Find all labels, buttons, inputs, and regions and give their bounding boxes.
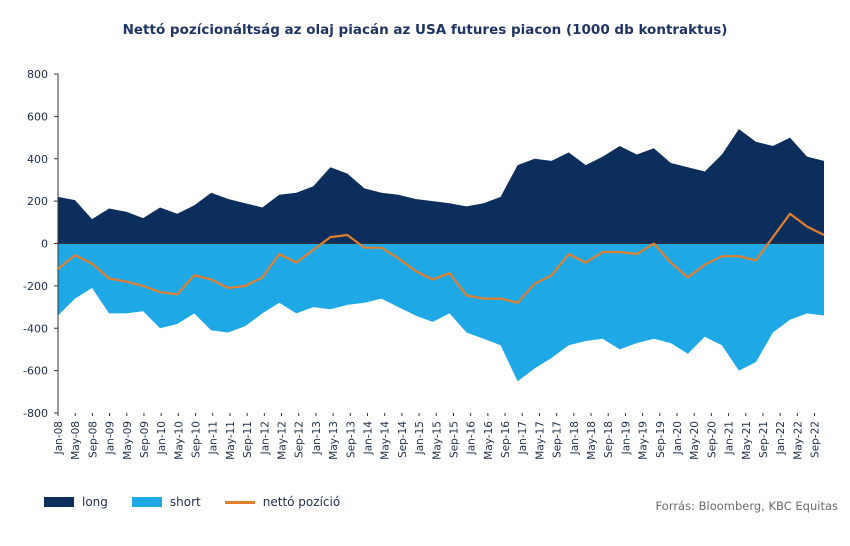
legend: long short nettó pozíció (44, 495, 364, 509)
x-tick-label: Jan-13 (311, 421, 323, 455)
x-tick-label: May-19 (638, 421, 650, 460)
x-tick-label: May-20 (689, 421, 701, 460)
legend-item-long: long (44, 495, 108, 509)
axes (57, 74, 824, 413)
y-tick-label: -600 (23, 365, 48, 378)
legend-label-net: nettó pozíció (262, 495, 341, 509)
x-tick-label: Jan-15 (414, 421, 426, 455)
y-axis-ticks: -800 -600 -400 -200 0 200 400 600 800 (23, 68, 58, 420)
legend-swatch-net (224, 500, 255, 504)
x-tick-label: Sep-08 (87, 421, 99, 458)
x-tick-label: May-12 (277, 421, 289, 460)
x-tick-label: Jan-10 (156, 421, 168, 455)
legend-item-short: short (131, 495, 201, 509)
x-tick-label: Jan-18 (569, 421, 581, 455)
chart-title: Nettó pozícionáltság az olaj piacán az U… (122, 22, 728, 38)
x-tick-label: Sep-20 (706, 421, 718, 458)
x-tick-label: Jan-16 (466, 421, 478, 456)
x-axis-ticks: Jan-08 May-08 Sep-08 Jan-09 May-09 Sep-09 Jan-… (53, 413, 822, 460)
x-tick-label: Sep-18 (603, 421, 615, 458)
x-tick-label: Jan-17 (517, 421, 529, 455)
series-area-long (58, 129, 824, 244)
legend-item-net: nettó pozíció (224, 495, 341, 509)
x-tick-label: Jan-14 (362, 421, 374, 456)
y-tick-label: -400 (23, 322, 48, 335)
series-area-short (58, 243, 824, 382)
x-tick-label: May-22 (792, 421, 804, 460)
y-tick-label: -800 (23, 407, 48, 420)
x-tick-label: May-10 (173, 421, 185, 460)
x-tick-label: Jan-11 (208, 421, 220, 455)
y-tick-label: -200 (23, 280, 48, 293)
x-tick-label: Jan-21 (724, 421, 736, 455)
legend-swatch-long (44, 497, 74, 507)
x-tick-label: Sep-22 (810, 421, 822, 458)
x-tick-label: May-16 (483, 421, 495, 460)
legend-label-long: long (82, 495, 108, 509)
x-tick-label: Jan-09 (105, 421, 117, 455)
legend-swatch-short (131, 497, 162, 507)
x-tick-label: Sep-16 (500, 421, 512, 458)
source-note: Forrás: Bloomberg, KBC Equitas (655, 499, 838, 513)
x-tick-label: Sep-11 (242, 421, 254, 458)
series-areas (58, 129, 824, 382)
x-tick-label: Jan-12 (259, 421, 271, 455)
y-tick-label: 400 (27, 153, 48, 166)
x-tick-label: May-17 (534, 421, 546, 460)
y-tick-label: 200 (27, 195, 48, 208)
x-tick-label: Jan-20 (672, 421, 684, 455)
x-tick-label: May-14 (380, 421, 392, 460)
x-tick-label: Sep-17 (552, 421, 564, 458)
x-tick-label: Sep-10 (191, 421, 203, 458)
x-tick-label: Sep-21 (758, 421, 770, 458)
net-position-line (57, 212, 825, 304)
y-tick-label: 800 (27, 68, 48, 81)
x-tick-label: Jan-19 (620, 421, 632, 455)
x-tick-label: May-08 (70, 421, 82, 460)
x-tick-label: May-21 (741, 421, 753, 460)
series-line-net (57, 212, 825, 304)
x-tick-label: May-11 (225, 421, 237, 460)
x-tick-label: May-18 (586, 421, 598, 460)
y-tick-label: 0 (41, 238, 48, 251)
x-tick-label: Jan-08 (53, 421, 65, 455)
x-tick-label: Sep-13 (345, 421, 357, 458)
x-tick-label: Jan-22 (775, 421, 787, 455)
x-tick-label: May-09 (122, 421, 134, 460)
x-tick-label: Sep-12 (294, 421, 306, 458)
x-tick-label: May-15 (431, 421, 443, 460)
x-tick-label: Sep-15 (448, 421, 460, 458)
legend-label-short: short (169, 495, 201, 509)
y-tick-label: 600 (27, 110, 48, 123)
x-tick-label: Sep-14 (397, 421, 409, 458)
x-tick-label: May-13 (328, 421, 340, 460)
x-tick-label: Sep-19 (655, 421, 667, 458)
x-tick-label: Sep-09 (139, 421, 151, 458)
